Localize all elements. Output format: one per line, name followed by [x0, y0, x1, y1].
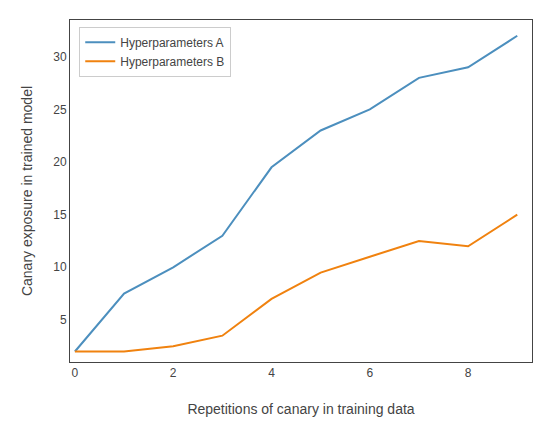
svg-text:6: 6 — [366, 366, 373, 380]
svg-text:Canary exposure in trained mod: Canary exposure in trained model — [19, 86, 35, 296]
svg-text:5: 5 — [60, 313, 67, 327]
svg-text:15: 15 — [53, 208, 67, 222]
svg-text:0: 0 — [72, 366, 79, 380]
svg-text:Hyperparameters A: Hyperparameters A — [120, 36, 223, 50]
svg-text:2: 2 — [170, 366, 177, 380]
svg-text:4: 4 — [268, 366, 275, 380]
svg-text:Hyperparameters B: Hyperparameters B — [120, 55, 224, 69]
svg-text:Repetitions of canary in train: Repetitions of canary in training data — [187, 401, 414, 417]
svg-text:30: 30 — [53, 50, 67, 64]
svg-text:25: 25 — [53, 103, 67, 117]
svg-text:10: 10 — [53, 260, 67, 274]
svg-text:8: 8 — [465, 366, 472, 380]
svg-text:20: 20 — [53, 155, 67, 169]
